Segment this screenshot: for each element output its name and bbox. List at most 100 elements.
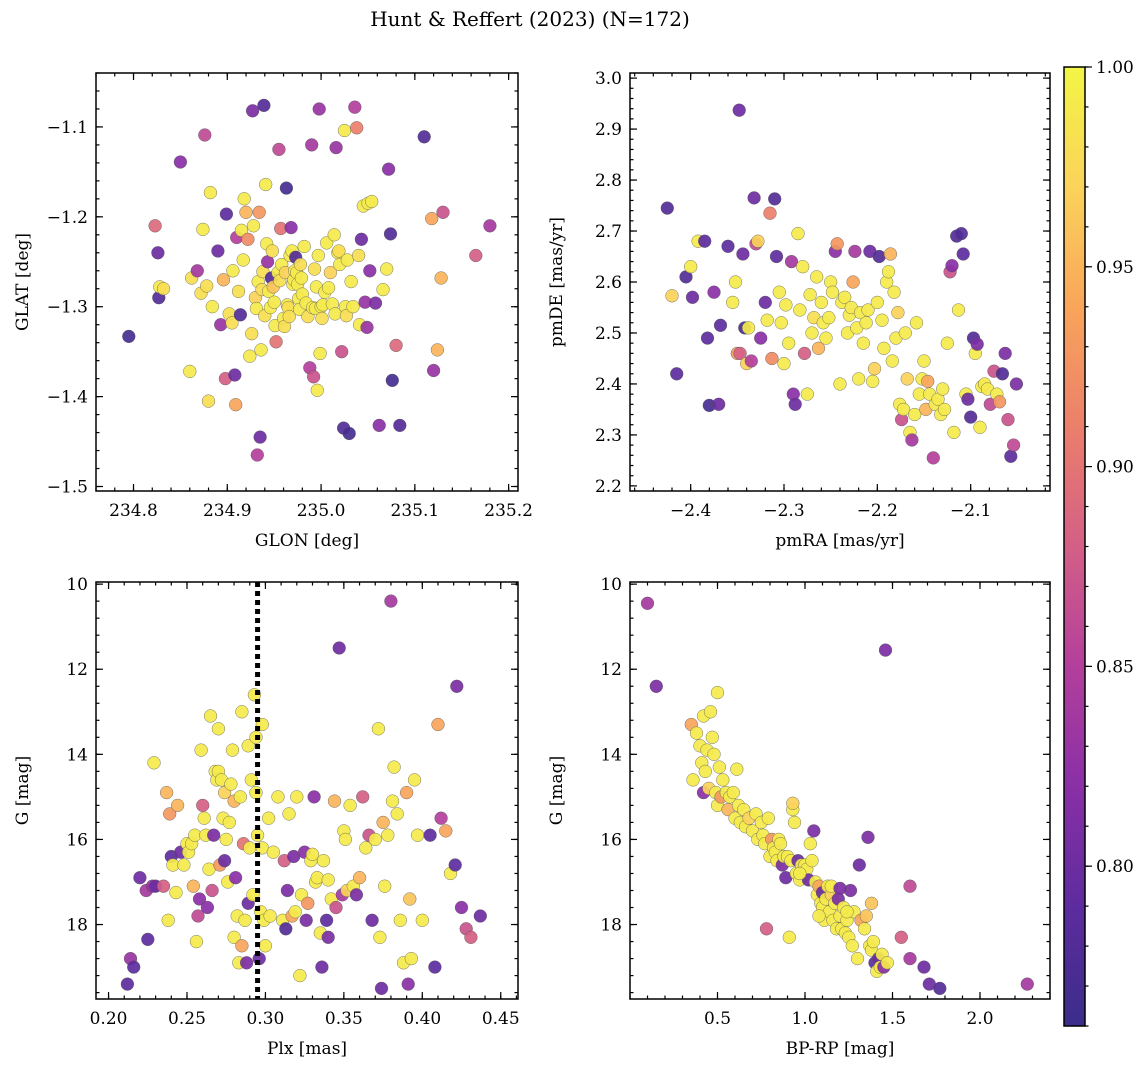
data-point bbox=[852, 372, 866, 386]
data-point bbox=[332, 641, 346, 655]
data-point bbox=[707, 285, 721, 299]
data-point bbox=[338, 832, 353, 847]
data-point bbox=[712, 760, 726, 774]
data-point bbox=[805, 854, 819, 868]
data-point bbox=[310, 383, 324, 397]
data-point bbox=[219, 207, 234, 221]
data-point bbox=[374, 981, 389, 996]
y-axis-label: pmDE [mas/yr] bbox=[547, 217, 567, 347]
x-tick-label: 235.0 bbox=[297, 501, 346, 521]
data-point bbox=[905, 433, 919, 447]
data-point bbox=[864, 896, 879, 910]
x-tick-label: 0.5 bbox=[704, 1009, 731, 1029]
data-point bbox=[239, 205, 253, 219]
data-point bbox=[228, 368, 242, 382]
panel-color-magnitude: 0.5 1.0 1.5 2.0 10 12 14 16 18 BP-RP [mag] G [mag] bbox=[547, 575, 1051, 1059]
data-point bbox=[163, 807, 177, 821]
data-point bbox=[307, 262, 322, 276]
data-point bbox=[311, 248, 325, 263]
data-point bbox=[160, 785, 174, 800]
data-point bbox=[207, 828, 221, 842]
data-point bbox=[840, 905, 854, 919]
data-point bbox=[297, 239, 311, 254]
data-point bbox=[229, 871, 243, 885]
data-point bbox=[133, 871, 147, 885]
y-axis-label: G [mag] bbox=[547, 756, 567, 825]
data-point bbox=[793, 303, 807, 317]
data-point bbox=[450, 679, 464, 693]
data-point bbox=[235, 939, 249, 953]
x-tick-label: 0.35 bbox=[325, 1009, 363, 1029]
data-point bbox=[293, 968, 307, 983]
data-point bbox=[803, 837, 817, 851]
x-axis-label: BP-RP [mag] bbox=[786, 1039, 895, 1059]
data-point bbox=[454, 900, 469, 915]
data-point bbox=[998, 346, 1012, 361]
data-point bbox=[327, 794, 342, 808]
y-tick-label: 10 bbox=[66, 575, 88, 595]
data-point bbox=[838, 290, 852, 304]
y-tick-label: 2.6 bbox=[595, 273, 622, 293]
data-point bbox=[814, 295, 828, 310]
data-point bbox=[736, 247, 750, 261]
data-point bbox=[765, 351, 779, 366]
data-point bbox=[312, 102, 326, 116]
data-point bbox=[803, 288, 817, 302]
data-point bbox=[908, 407, 922, 422]
data-point bbox=[954, 227, 968, 241]
data-point bbox=[872, 249, 886, 264]
data-point bbox=[368, 832, 382, 847]
data-point bbox=[211, 722, 226, 736]
data-point bbox=[216, 273, 231, 287]
y-tick-label: −1.4 bbox=[47, 388, 88, 408]
y-tick-label: 18 bbox=[66, 916, 88, 936]
data-point bbox=[390, 807, 404, 821]
data-point bbox=[857, 922, 872, 936]
data-point bbox=[205, 883, 219, 898]
data-point bbox=[203, 186, 218, 200]
data-point bbox=[203, 709, 218, 723]
data-point bbox=[365, 913, 379, 927]
data-point bbox=[407, 773, 422, 787]
data-point bbox=[269, 335, 283, 349]
data-point bbox=[761, 811, 775, 825]
points-parallax-magnitude bbox=[120, 594, 487, 996]
panel-sky: 234.8 234.9 235.0 235.1 235.2 −1.5 −1.4 −1.3 −1.… bbox=[13, 72, 533, 551]
data-point bbox=[875, 313, 889, 327]
data-point bbox=[436, 205, 450, 219]
data-point bbox=[933, 981, 947, 996]
x-tick-label: 1.5 bbox=[879, 1009, 906, 1029]
data-point bbox=[830, 237, 844, 251]
data-point bbox=[1009, 377, 1024, 391]
y-tick-label: 2.8 bbox=[595, 171, 622, 191]
data-point bbox=[267, 295, 281, 309]
data-point bbox=[266, 845, 280, 859]
colorbar-gradient bbox=[1064, 67, 1085, 1026]
data-point bbox=[231, 284, 246, 299]
y-tick-label: 3.0 bbox=[595, 69, 622, 89]
data-point bbox=[880, 956, 894, 970]
data-point bbox=[945, 259, 959, 273]
data-point bbox=[921, 374, 935, 389]
data-point bbox=[686, 773, 700, 787]
data-point bbox=[284, 221, 298, 235]
data-point bbox=[214, 318, 228, 332]
data-point bbox=[1006, 438, 1021, 452]
data-point bbox=[343, 798, 357, 813]
data-point bbox=[812, 909, 826, 923]
data-point bbox=[772, 285, 786, 299]
x-axis-label: Plx [mas] bbox=[267, 1039, 347, 1059]
data-point bbox=[807, 824, 821, 838]
y-axis-label: GLAT [deg] bbox=[13, 233, 33, 331]
data-point bbox=[196, 798, 210, 813]
data-point bbox=[845, 939, 859, 953]
data-point bbox=[272, 142, 286, 157]
data-point bbox=[970, 337, 984, 351]
data-point bbox=[1001, 413, 1015, 427]
y-tick-label: −1.3 bbox=[47, 298, 88, 318]
y-tick-label: 18 bbox=[600, 916, 622, 936]
data-point bbox=[263, 909, 277, 923]
data-point bbox=[400, 785, 414, 800]
data-point bbox=[917, 354, 931, 368]
data-point bbox=[833, 377, 847, 391]
